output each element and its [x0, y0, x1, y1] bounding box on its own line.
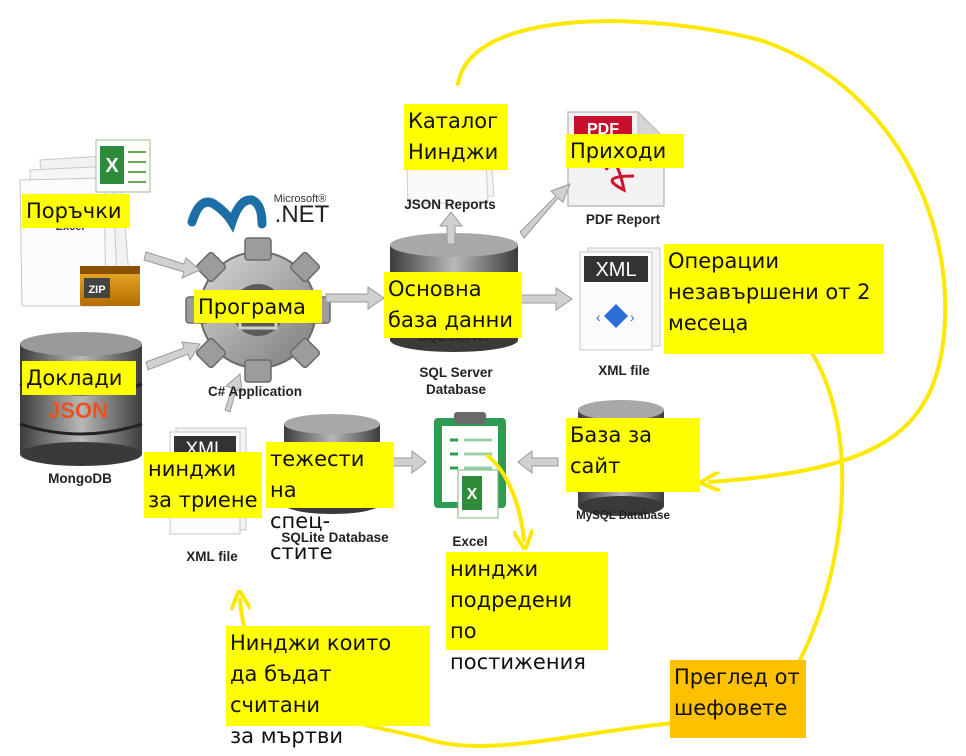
note-site-db: База за сайт	[566, 418, 700, 492]
arrow-sqlite-to-excel	[391, 449, 427, 475]
note-reports: Доклади	[22, 361, 136, 395]
sqlite-caption: SQLite Database	[281, 530, 389, 545]
svg-text:›: ›	[630, 309, 635, 325]
csharp-app-caption: C# Application	[207, 384, 302, 399]
mongodb-caption: MongoDB	[48, 471, 112, 486]
arrow-orders-to-app	[143, 251, 201, 279]
microsoft-label: Microsoft®	[274, 193, 327, 205]
mysql-caption: MySQL Database	[576, 510, 670, 522]
note-ninjas-delete: нинджи за триене	[144, 452, 262, 518]
note-operations: Операции незавършени от 2 месеца	[664, 244, 884, 354]
arrow-reports-to-app	[145, 341, 201, 371]
arrow-sql-to-xml	[519, 287, 573, 311]
json-reports-caption: JSON Reports	[404, 197, 496, 212]
note-ninja-catalog: Каталог Нинджи	[404, 104, 508, 170]
note-ninjas-dead: Нинджи които да бъдат считани за мъртви	[226, 626, 430, 748]
xml-file-left-caption: XML file	[186, 549, 238, 564]
excel-caption: Excel	[452, 534, 488, 549]
flow-arrows	[143, 183, 573, 475]
note-ninjas-sorted: нинджи подредени по постижения	[446, 552, 608, 674]
xml-right-label: XML	[595, 259, 636, 281]
note-program: Програма	[194, 290, 322, 323]
zip-label: ZIP	[88, 284, 105, 296]
zip-archive-icon: ZIP	[80, 266, 140, 306]
arrow-sql-to-pdf	[519, 183, 571, 239]
xml-file-right-icon: XML ‹ ›	[579, 247, 661, 351]
note-main-db: Основна база данни	[384, 272, 522, 338]
note-income: Приходи	[566, 134, 684, 168]
arrow-mysql-to-excel	[517, 449, 559, 475]
excel-clipboard-icon: X	[434, 412, 506, 519]
svg-text:X: X	[105, 155, 119, 177]
note-specialist-weights: тежести на спец-стите	[266, 442, 394, 564]
svg-text:‹: ‹	[596, 309, 601, 325]
arrow-app-to-sql	[325, 286, 385, 310]
arrow-xml-to-app	[224, 373, 243, 413]
note-boss-review: Преглед от шефовете	[670, 660, 806, 738]
dotnet-label: .NET	[275, 201, 330, 228]
note-orders: Поръчки	[22, 194, 130, 228]
xml-file-right-caption: XML file	[598, 363, 650, 378]
pdf-report-caption: PDF Report	[585, 212, 661, 227]
dotnet-logo: Microsoft® .NET	[187, 193, 330, 233]
mongodb-cylinder-icon: JSON	[19, 332, 143, 466]
arrow-sql-to-json	[438, 211, 464, 245]
pdf-label: PDF	[587, 121, 619, 138]
json-label: JSON	[48, 398, 108, 423]
svg-text:X: X	[467, 486, 478, 503]
sql-server-caption: SQL Server Database	[419, 365, 493, 397]
